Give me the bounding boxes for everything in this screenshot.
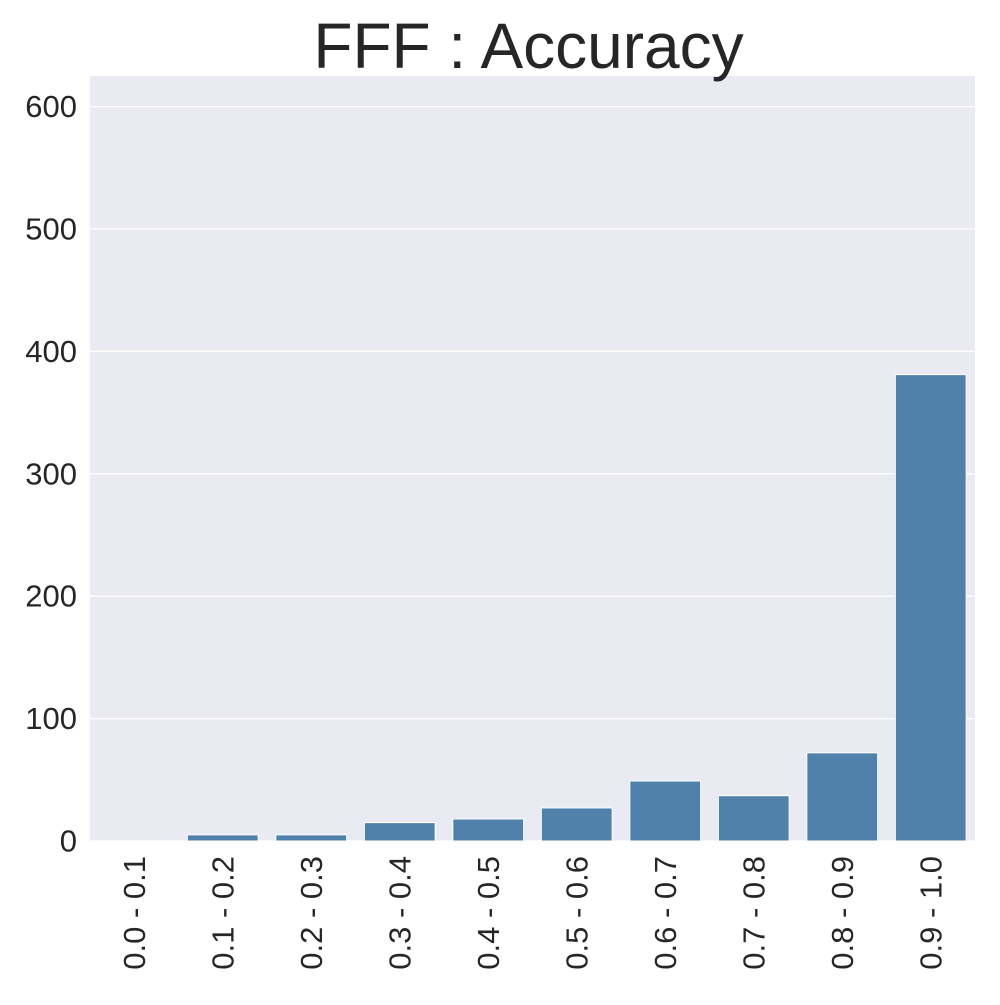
bar [806, 752, 879, 842]
plot-area [90, 76, 975, 841]
x-tick-label: 0.0 - 0.1 [117, 856, 152, 970]
y-tick-label: 300 [25, 456, 77, 491]
bar [363, 822, 436, 842]
y-tick-label: 200 [25, 579, 77, 614]
bar [275, 834, 348, 842]
y-tick-label: 100 [25, 701, 77, 736]
bar-layer [186, 374, 967, 842]
bar [894, 374, 967, 842]
x-tick-label: 0.1 - 0.2 [205, 856, 240, 970]
y-tick-label: 600 [25, 89, 77, 124]
grid-layer [90, 105, 975, 842]
x-tick-label: 0.2 - 0.3 [294, 856, 329, 970]
x-tick-label: 0.8 - 0.9 [825, 856, 860, 970]
x-tick-label: 0.5 - 0.6 [559, 856, 594, 970]
x-tick-label: 0.3 - 0.4 [382, 856, 417, 970]
x-tick-label: 0.4 - 0.5 [471, 856, 506, 970]
x-tick-label: 0.6 - 0.7 [648, 856, 683, 970]
bar [452, 818, 525, 842]
bar [186, 834, 259, 842]
y-tick-label: 0 [60, 824, 77, 859]
y-tick-label: 400 [25, 334, 77, 369]
bar [717, 795, 790, 842]
bar [629, 780, 702, 842]
bar [540, 807, 613, 842]
x-axis-ticks: 0.0 - 0.1 0.1 - 0.2 0.2 - 0.3 0.3 - 0.4 0.4 … [117, 856, 949, 970]
x-tick-label: 0.7 - 0.8 [736, 856, 771, 970]
y-axis-ticks: 0 100 200 300 400 500 600 [25, 89, 77, 858]
x-tick-label: 0.9 - 1.0 [913, 856, 948, 970]
y-tick-label: 500 [25, 212, 77, 247]
chart-title: FFF : Accuracy [313, 10, 743, 82]
